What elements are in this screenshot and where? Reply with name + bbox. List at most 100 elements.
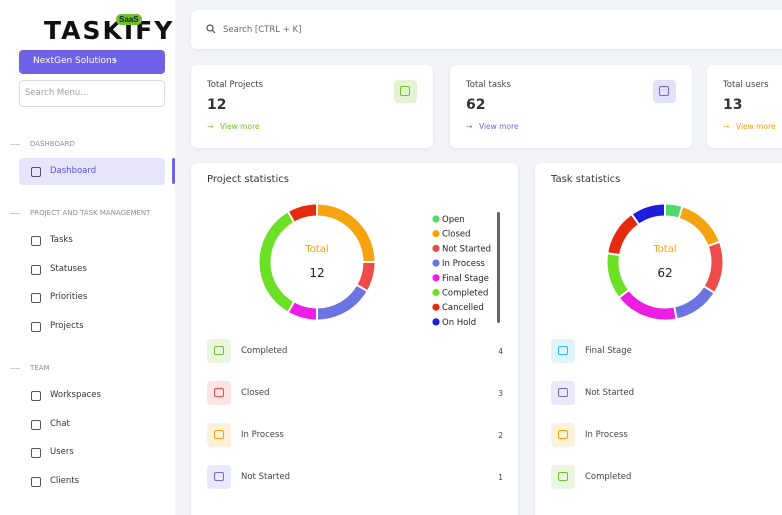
donut-segment — [619, 290, 677, 320]
menu-item[interactable]: Workspaces — [50, 390, 101, 400]
card-link[interactable]: → — [466, 122, 473, 131]
menu-icon — [31, 293, 41, 304]
card-link-text[interactable]: View more — [736, 122, 776, 131]
donut-segment — [632, 204, 666, 224]
legend-swatch — [432, 288, 440, 297]
segment-gap — [356, 284, 368, 292]
status-label: Closed — [241, 388, 270, 398]
segment-gap — [287, 301, 295, 313]
legend-label: Closed — [442, 230, 471, 240]
legend-label: On Hold — [442, 318, 476, 328]
menu-item[interactable]: Statuses — [50, 263, 87, 274]
legend-label: Completed — [442, 289, 488, 299]
donut-segment — [664, 204, 683, 218]
status-icon-glyph — [214, 346, 224, 355]
card-title: Total tasks — [466, 80, 511, 90]
donut-segment — [288, 302, 318, 320]
status-icon-glyph — [558, 346, 568, 355]
segment-gap — [703, 285, 715, 294]
status-icon-glyph — [558, 388, 568, 397]
total-label: Total — [652, 244, 676, 255]
logo-badge: SaaS — [116, 14, 142, 25]
card-icon — [653, 80, 676, 103]
menu-item[interactable]: Priorities — [50, 292, 88, 303]
legend-label: In Process — [442, 259, 485, 269]
status-icon — [551, 465, 575, 489]
card-link[interactable]: → — [207, 122, 214, 131]
card-link-text[interactable]: View more — [220, 122, 260, 131]
status-count: 4 — [498, 347, 503, 356]
segment-gap — [607, 252, 620, 257]
legend-swatch — [432, 230, 440, 238]
segment-gap — [673, 306, 678, 320]
menu-item[interactable]: Chat — [50, 418, 70, 429]
menu-icon — [31, 419, 41, 430]
menu-item[interactable]: Dashboard — [50, 166, 97, 176]
donut-segment — [316, 204, 375, 263]
section-title: PROJECT AND TASK MANAGEMENT — [30, 209, 151, 217]
status-label: In Process — [585, 430, 628, 440]
status-icon-glyph — [558, 472, 568, 481]
search-placeholder: Search [CTRL + K] — [223, 25, 302, 35]
menu-search-placeholder: Search Menu... — [25, 88, 89, 98]
menu-item[interactable]: Users — [50, 447, 74, 458]
total-value: 12 — [309, 266, 324, 280]
section-title: DASHBOARD — [30, 140, 75, 148]
segment-gap — [677, 206, 684, 219]
menu-item[interactable]: Projects — [50, 321, 84, 332]
legend-scrollbar — [497, 212, 500, 323]
legend-label: Final Stage — [442, 274, 489, 284]
stat-card[interactable] — [450, 65, 692, 148]
donut-segment — [316, 285, 367, 320]
donut-segment — [288, 204, 318, 222]
legend-swatch — [432, 259, 440, 267]
status-label: Completed — [241, 346, 288, 356]
card-title: Total users — [723, 80, 769, 90]
menu-item[interactable]: Tasks — [50, 235, 73, 245]
card-link-text[interactable]: View more — [479, 122, 519, 131]
menu-icon — [31, 391, 41, 401]
scroll-indicator — [172, 158, 175, 184]
donut-segment — [674, 286, 714, 319]
card-icon-glyph — [659, 86, 669, 96]
legend-label: Cancelled — [442, 303, 484, 313]
menu-icon — [31, 448, 41, 459]
search-bar[interactable] — [191, 10, 782, 49]
legend-label: Open — [442, 215, 465, 225]
section-rule — [10, 144, 20, 145]
stat-card[interactable] — [191, 65, 433, 148]
segment-gap — [707, 240, 720, 247]
workspace-button[interactable] — [19, 50, 165, 74]
status-count: 3 — [498, 389, 503, 398]
card-value: 12 — [207, 97, 227, 113]
legend-swatch — [432, 318, 440, 326]
donut-segment — [259, 212, 294, 312]
card-title: Total Projects — [207, 80, 264, 90]
card-icon-glyph — [400, 86, 410, 96]
status-icon — [551, 339, 575, 363]
status-icon-glyph — [558, 430, 568, 439]
donut-segment — [607, 253, 629, 298]
stat-card[interactable] — [707, 65, 782, 148]
total-label: Total — [304, 244, 328, 255]
menu-icon — [31, 477, 41, 488]
workspace-label: NextGen Solutions — [33, 56, 117, 66]
donut-segment — [678, 207, 719, 247]
status-label: Completed — [585, 472, 632, 482]
legend-swatch — [432, 215, 440, 223]
chevron: › — [113, 54, 118, 67]
card-link[interactable]: → — [723, 122, 730, 131]
segment-gap — [618, 289, 630, 299]
status-icon — [207, 339, 231, 363]
status-icon — [207, 381, 231, 405]
menu-icon — [31, 167, 41, 177]
menu-item[interactable]: Clients — [50, 476, 80, 487]
status-icon-glyph — [214, 472, 224, 481]
search-icon — [206, 24, 216, 34]
status-icon — [207, 465, 231, 489]
menu-icon — [31, 236, 41, 246]
menu-icon — [31, 322, 41, 333]
menu-search[interactable] — [19, 80, 165, 107]
status-label: Final Stage — [585, 346, 632, 356]
